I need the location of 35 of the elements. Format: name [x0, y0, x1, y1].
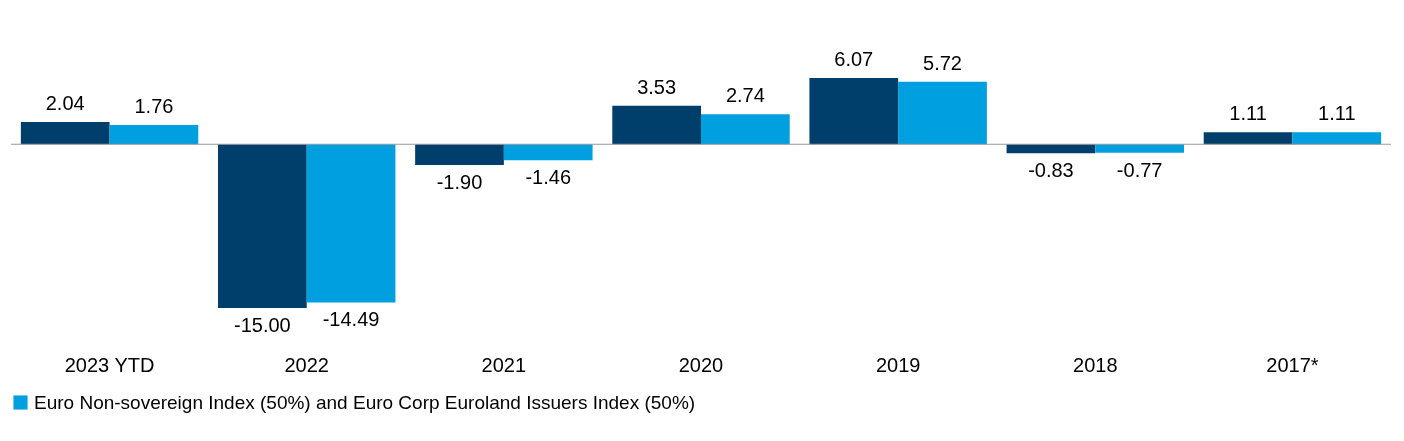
- data-label: 3.53: [637, 75, 677, 98]
- bar: [898, 81, 987, 145]
- data-label: -1.46: [525, 166, 572, 189]
- bar: [20, 121, 110, 145]
- bar: [701, 114, 790, 145]
- data-label: -0.83: [1028, 159, 1074, 182]
- x-tick-label: 2017*: [1266, 353, 1319, 376]
- x-tick-label: 2023 YTD: [64, 353, 155, 376]
- data-label: 1.11: [1229, 102, 1267, 125]
- data-label: 6.07: [834, 48, 874, 70]
- x-tick-label: 2020: [678, 353, 724, 376]
- data-label: 5.72: [923, 51, 962, 74]
- bar: [612, 105, 701, 145]
- data-label: 1.76: [134, 95, 174, 118]
- bar: [1292, 132, 1382, 145]
- data-label: 1.11: [1318, 102, 1356, 125]
- x-tick-label: 2018: [1073, 353, 1118, 376]
- bar: [218, 144, 307, 308]
- bar: [1203, 132, 1293, 145]
- bar: [1095, 144, 1184, 153]
- bar: [109, 125, 199, 145]
- x-tick-label: 2019: [875, 353, 921, 376]
- data-label: -1.90: [436, 171, 483, 193]
- data-label: 2.04: [45, 91, 85, 114]
- data-label: -14.49: [322, 308, 380, 331]
- bar: [503, 144, 593, 161]
- data-label: -0.77: [1116, 158, 1163, 181]
- x-tick-label: 2021: [481, 353, 527, 376]
- data-label: -15.00: [234, 314, 291, 336]
- data-label: 2.74: [725, 84, 765, 107]
- bar: [809, 78, 899, 145]
- bar: [306, 144, 396, 303]
- x-tick-label: 2022: [284, 353, 329, 376]
- legend-label: Euro Non-sovereign Index (50%) and Euro Corp Euroland Issuers Index (50%): [34, 391, 696, 413]
- bar: [415, 144, 504, 165]
